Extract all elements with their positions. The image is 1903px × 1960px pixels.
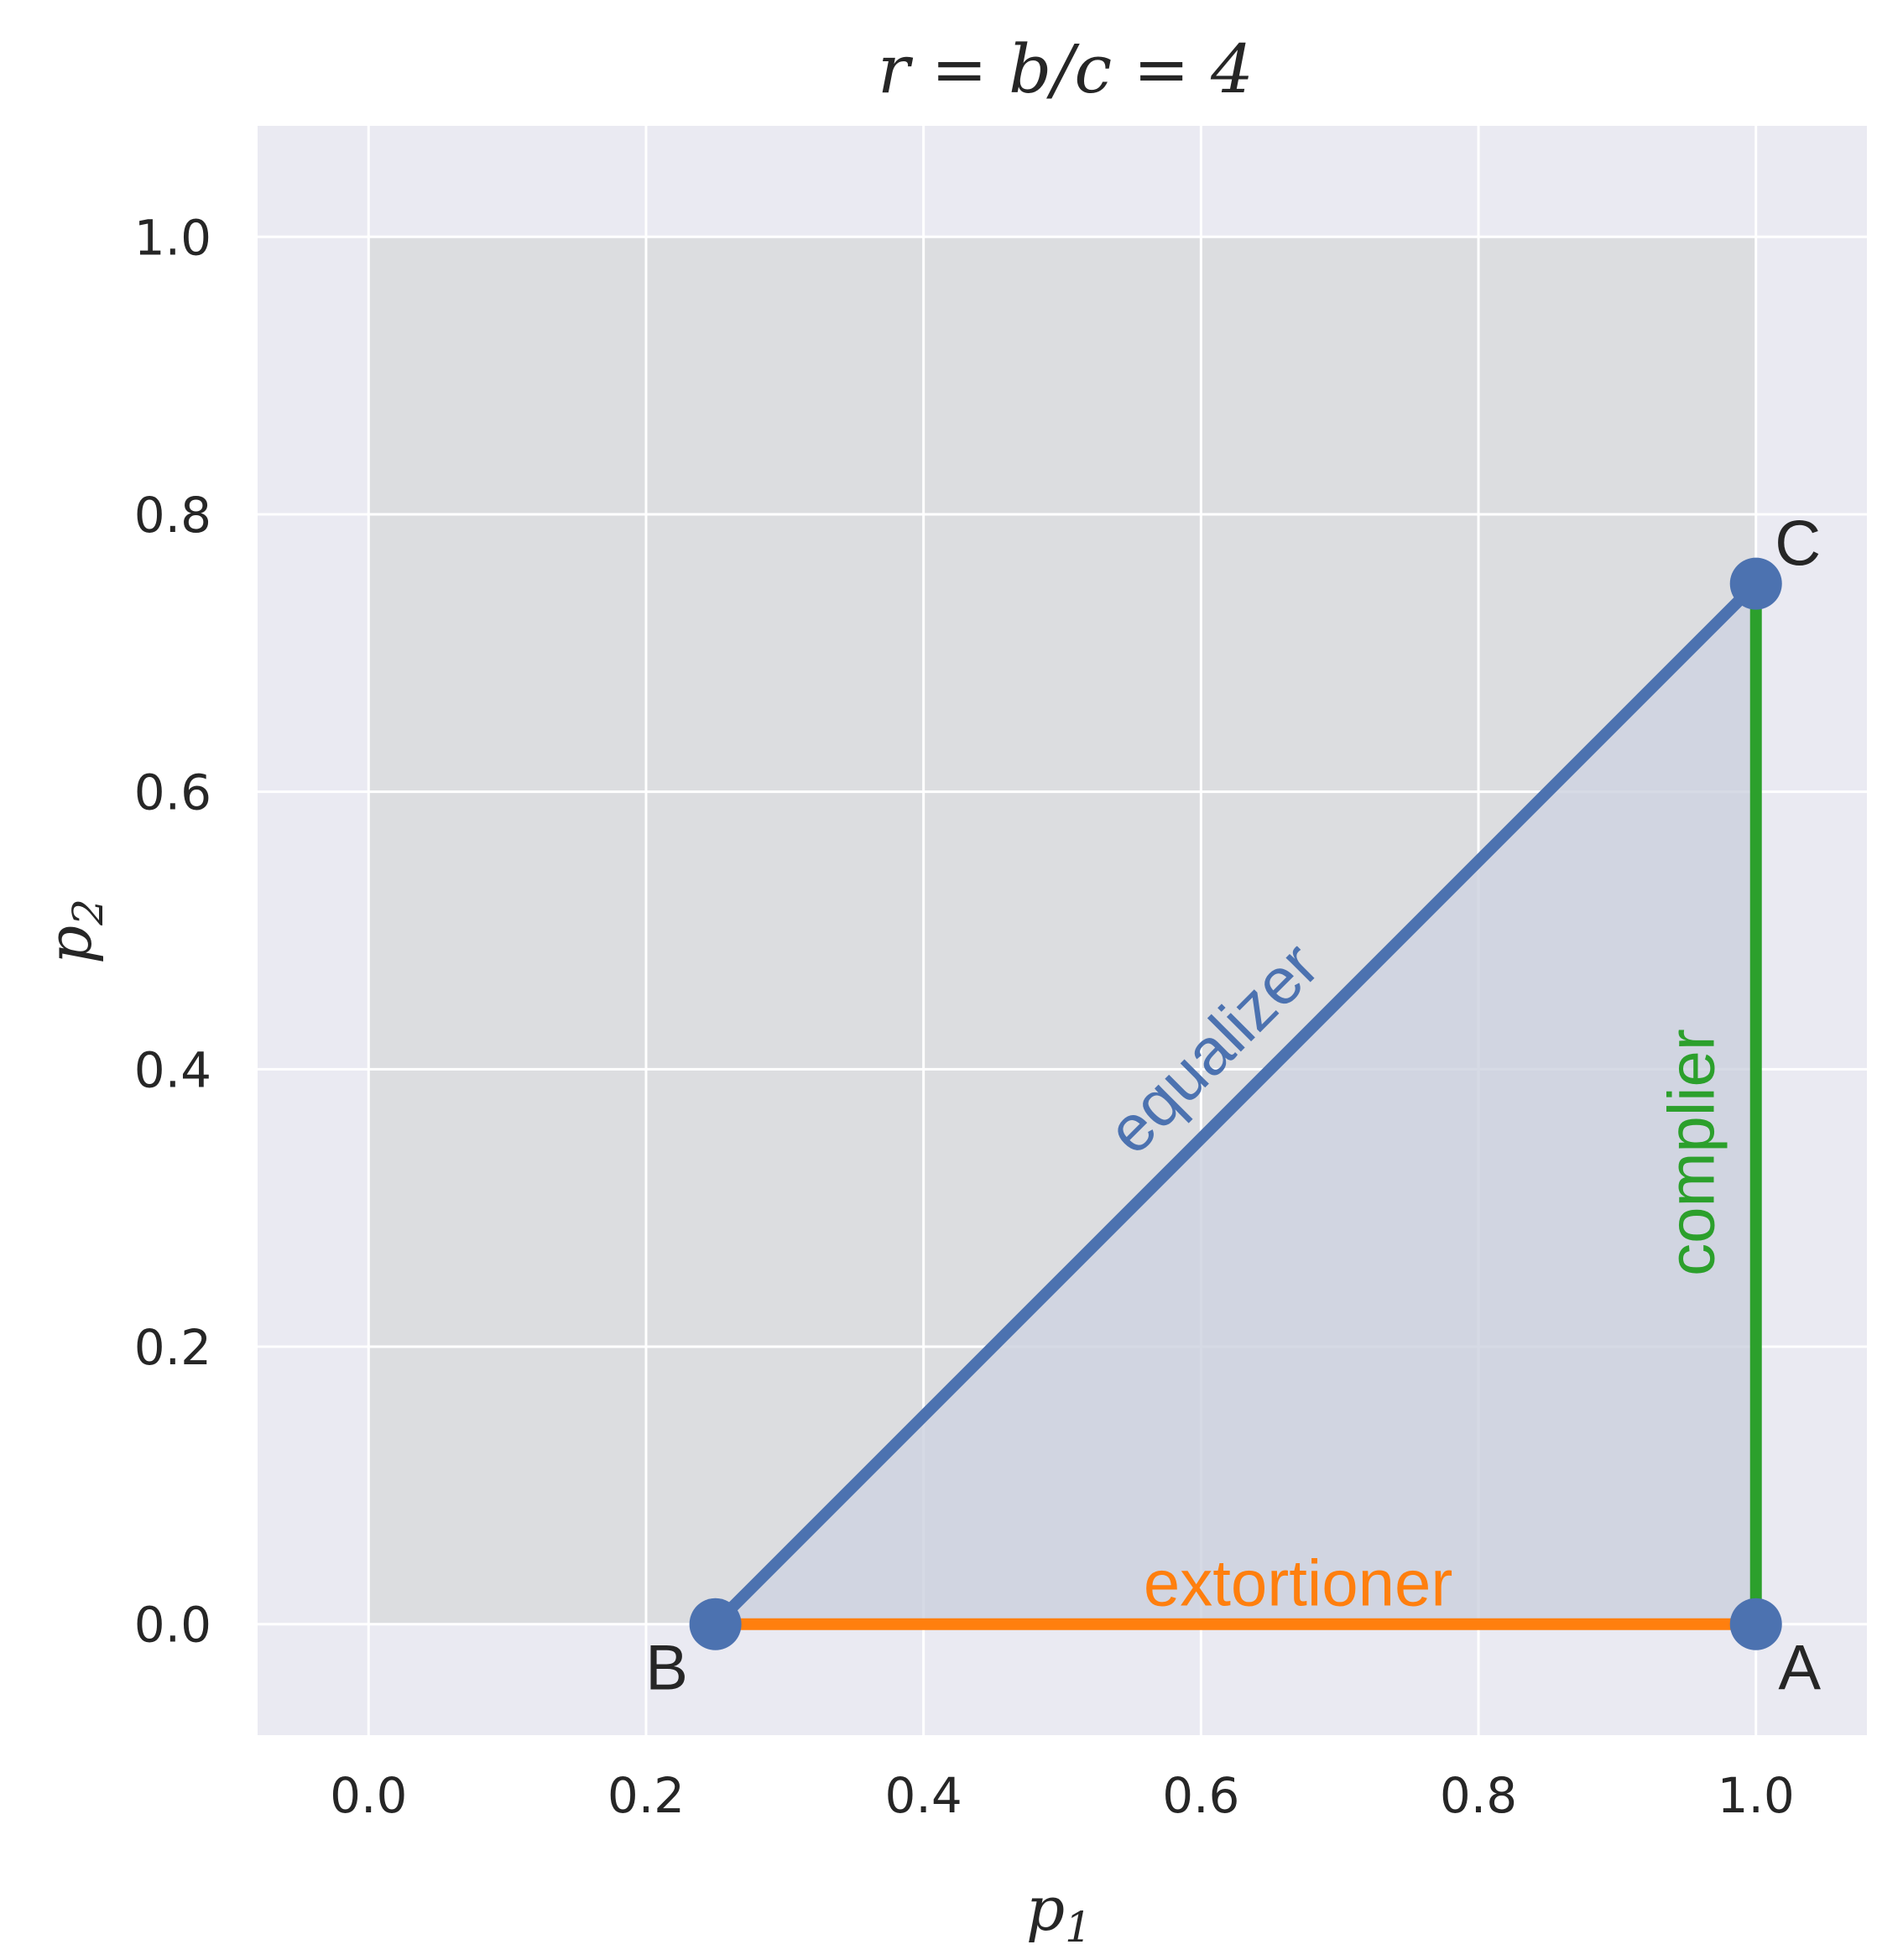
vertex-labels: A B C — [645, 508, 1821, 1704]
x-tick-label: 0.8 — [1440, 1767, 1517, 1824]
y-tick-label: 1.0 — [134, 209, 211, 266]
y-axis-title: p2 — [34, 899, 112, 964]
x-tick-labels: 0.0 0.2 0.4 0.6 0.8 1.0 — [330, 1767, 1795, 1824]
x-axis-subscript: 1 — [1065, 1903, 1092, 1952]
x-tick-label: 1.0 — [1718, 1767, 1795, 1824]
x-tick-label: 0.6 — [1162, 1767, 1239, 1824]
vertex-point-b — [689, 1598, 742, 1650]
y-tick-label: 0.4 — [134, 1041, 211, 1098]
x-tick-label: 0.4 — [885, 1767, 962, 1824]
vertex-points — [689, 557, 1782, 1650]
y-tick-label: 0.6 — [134, 764, 211, 821]
edge-label-extortioner: extortioner — [1144, 1546, 1453, 1620]
y-tick-labels: 0.0 0.2 0.4 0.6 0.8 1.0 — [134, 209, 211, 1653]
vertex-label-a: A — [1778, 1633, 1821, 1704]
edge-label-complier: complier — [1655, 1029, 1728, 1276]
vertex-point-a — [1729, 1598, 1782, 1650]
vertex-label-b: B — [645, 1633, 688, 1704]
y-tick-label: 0.8 — [134, 487, 211, 544]
series-line-equalizer — [711, 579, 1760, 1629]
x-axis-var: p — [1026, 1874, 1065, 1944]
y-axis-subscript: 2 — [64, 899, 112, 926]
x-tick-label: 0.0 — [330, 1767, 407, 1824]
x-axis-title: p1 — [1026, 1874, 1092, 1952]
vertex-point-c — [1729, 557, 1782, 610]
vertex-label-c: C — [1775, 508, 1821, 580]
series-lines — [711, 579, 1762, 1630]
y-tick-label: 0.0 — [134, 1597, 211, 1654]
y-axis-var: p — [34, 925, 105, 964]
y-tick-label: 0.2 — [134, 1319, 211, 1376]
x-tick-label: 0.2 — [607, 1767, 685, 1824]
chart-title: r = b/c = 4 — [878, 30, 1254, 108]
